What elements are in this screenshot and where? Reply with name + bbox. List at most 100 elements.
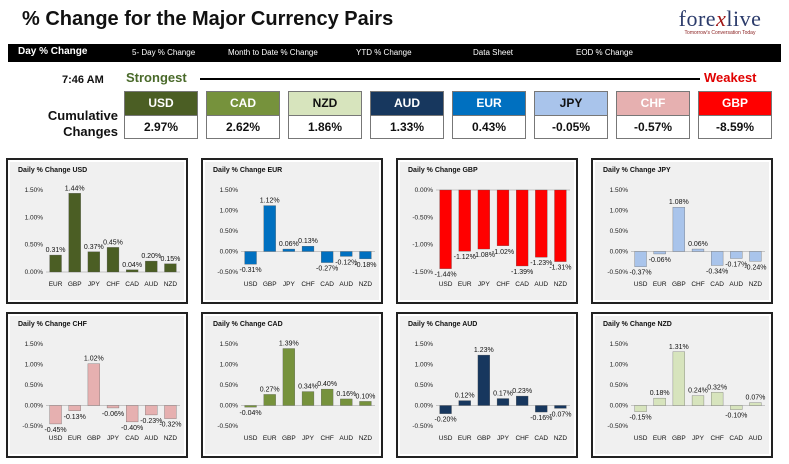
chart-panel-eur: Daily % Change EUR 1.50% 1.00% 0.50% 0.00% -0…	[201, 158, 383, 304]
category-label: CAD	[534, 435, 548, 442]
category-label: USD	[634, 435, 648, 442]
category-label: GBP	[282, 435, 296, 442]
chart-aud: 1.50% 1.00% 0.50% 0.00% -0.50%-0.20% USD 0.12%…	[412, 341, 571, 442]
chart-title: Daily % Change GBP	[408, 167, 478, 174]
panel-background	[10, 162, 184, 300]
bar	[68, 193, 81, 273]
currency-code: NZD	[289, 92, 361, 115]
bar	[164, 263, 177, 273]
category-label: NZD	[554, 281, 568, 288]
category-label: GBP	[68, 281, 82, 288]
currency-box-aud: AUD 1.33%	[370, 91, 444, 139]
chart-title: Daily % Change JPY	[603, 167, 671, 174]
data-label: 0.40%	[317, 381, 337, 388]
currency-cumulative-value: 1.86%	[289, 115, 361, 139]
category-label: USD	[439, 435, 453, 442]
category-label: CAD	[125, 281, 139, 288]
data-label: 0.31%	[46, 247, 66, 254]
header: % Change for the Major Currency Pairs fo…	[0, 0, 789, 44]
category-label: CHF	[496, 281, 509, 288]
bar	[496, 398, 510, 406]
category-label: JPY	[497, 435, 510, 442]
bar	[477, 189, 490, 250]
data-label: 0.32%	[707, 384, 727, 391]
y-tick-label: 1.00%	[220, 362, 239, 369]
category-label: GBP	[263, 281, 277, 288]
cumulative-label-line1: Cumulative	[47, 108, 118, 123]
chart-cad: 1.50% 1.00% 0.50% 0.00% -0.50%-0.04% USD 0.27%…	[217, 341, 375, 442]
data-label: 1.08%	[669, 199, 689, 206]
data-label: 1.02%	[84, 356, 104, 363]
bar	[87, 251, 100, 273]
bar	[321, 251, 334, 263]
category-label: CAD	[125, 435, 139, 442]
bar	[282, 348, 295, 406]
data-label: 1.31%	[669, 344, 689, 351]
category-label: AUD	[534, 281, 548, 288]
nav-5day-change[interactable]: 5- Day % Change	[132, 48, 196, 57]
currency-box-usd: USD 2.97%	[124, 91, 198, 139]
chart-jpy: 1.50% 1.00% 0.50% 0.00% -0.50% -0.37% USD -0.06…	[607, 187, 766, 288]
category-label: CHF	[301, 281, 314, 288]
bar	[49, 254, 62, 273]
currency-code: CAD	[207, 92, 279, 115]
forexlive-logo[interactable]: forexlive Tomorrow's Conversation Today	[660, 6, 780, 42]
data-label: -0.10%	[725, 413, 747, 420]
chart-title: Daily % Change EUR	[213, 167, 283, 174]
y-tick-label: 0.50%	[220, 228, 239, 235]
bar	[653, 397, 666, 406]
bar	[321, 388, 334, 406]
currency-box-chf: CHF -0.57%	[616, 91, 690, 139]
y-tick-label: -0.50%	[607, 269, 628, 276]
chart-usd: 1.50% 1.00% 0.50% 0.00% 0.31% EUR 1.44% GBP 0.37…	[25, 185, 181, 288]
y-tick-label: -1.50%	[412, 269, 433, 276]
nav-eod-change[interactable]: EOD % Change	[576, 48, 633, 57]
bar	[68, 405, 81, 411]
category-label: JPY	[283, 281, 296, 288]
nav-bar: Day % Change 5- Day % Change Month to Da…	[8, 44, 781, 62]
category-label: EUR	[458, 281, 472, 288]
data-label: -0.24%	[744, 264, 766, 271]
bar	[672, 207, 685, 252]
y-tick-label: 0.00%	[415, 187, 434, 194]
category-label: NZD	[164, 281, 178, 288]
cumulative-changes-label: Cumulative Changes	[36, 108, 118, 140]
category-label: JPY	[88, 281, 101, 288]
nav-day-change[interactable]: Day % Change	[18, 46, 88, 57]
nav-ytd-change[interactable]: YTD % Change	[356, 48, 412, 57]
bar	[301, 246, 315, 252]
data-label: -0.04%	[239, 410, 261, 417]
category-label: GBP	[672, 281, 686, 288]
chart-panel-nzd: Daily % Change NZD 1.50% 1.00% 0.50% 0.00% -0…	[591, 312, 773, 458]
nav-mtd-change[interactable]: Month to Date % Change	[228, 48, 318, 57]
data-label: 0.18%	[650, 390, 670, 397]
logo-tagline: Tomorrow's Conversation Today	[684, 30, 756, 36]
category-label: EUR	[49, 281, 63, 288]
data-label: -0.37%	[629, 270, 651, 277]
data-label: -0.13%	[64, 414, 86, 421]
category-label: CHF	[691, 281, 704, 288]
category-label: AUD	[339, 435, 353, 442]
category-label: USD	[244, 281, 258, 288]
y-tick-label: 0.50%	[415, 382, 434, 389]
category-label: JPY	[107, 435, 120, 442]
y-tick-label: 0.50%	[610, 228, 629, 235]
y-tick-label: 0.50%	[25, 382, 44, 389]
nav-data-sheet[interactable]: Data Sheet	[473, 48, 514, 57]
category-label: AUD	[749, 435, 763, 442]
y-tick-label: 1.00%	[25, 214, 44, 221]
category-label: GBP	[477, 435, 491, 442]
category-label: CHF	[106, 281, 119, 288]
currency-cumulative-value: -8.59%	[699, 115, 771, 139]
data-label: 0.34%	[298, 384, 318, 391]
data-label: 0.37%	[84, 244, 104, 251]
y-tick-label: -0.50%	[412, 423, 433, 430]
data-label: -0.06%	[649, 257, 671, 264]
data-label: 0.16%	[336, 391, 356, 398]
category-label: USD	[634, 281, 648, 288]
currency-cumulative-value: 0.43%	[453, 115, 525, 139]
data-label: -0.12%	[335, 259, 357, 266]
category-label: CAD	[320, 281, 334, 288]
bar	[730, 251, 743, 259]
y-tick-label: 0.00%	[25, 269, 44, 276]
